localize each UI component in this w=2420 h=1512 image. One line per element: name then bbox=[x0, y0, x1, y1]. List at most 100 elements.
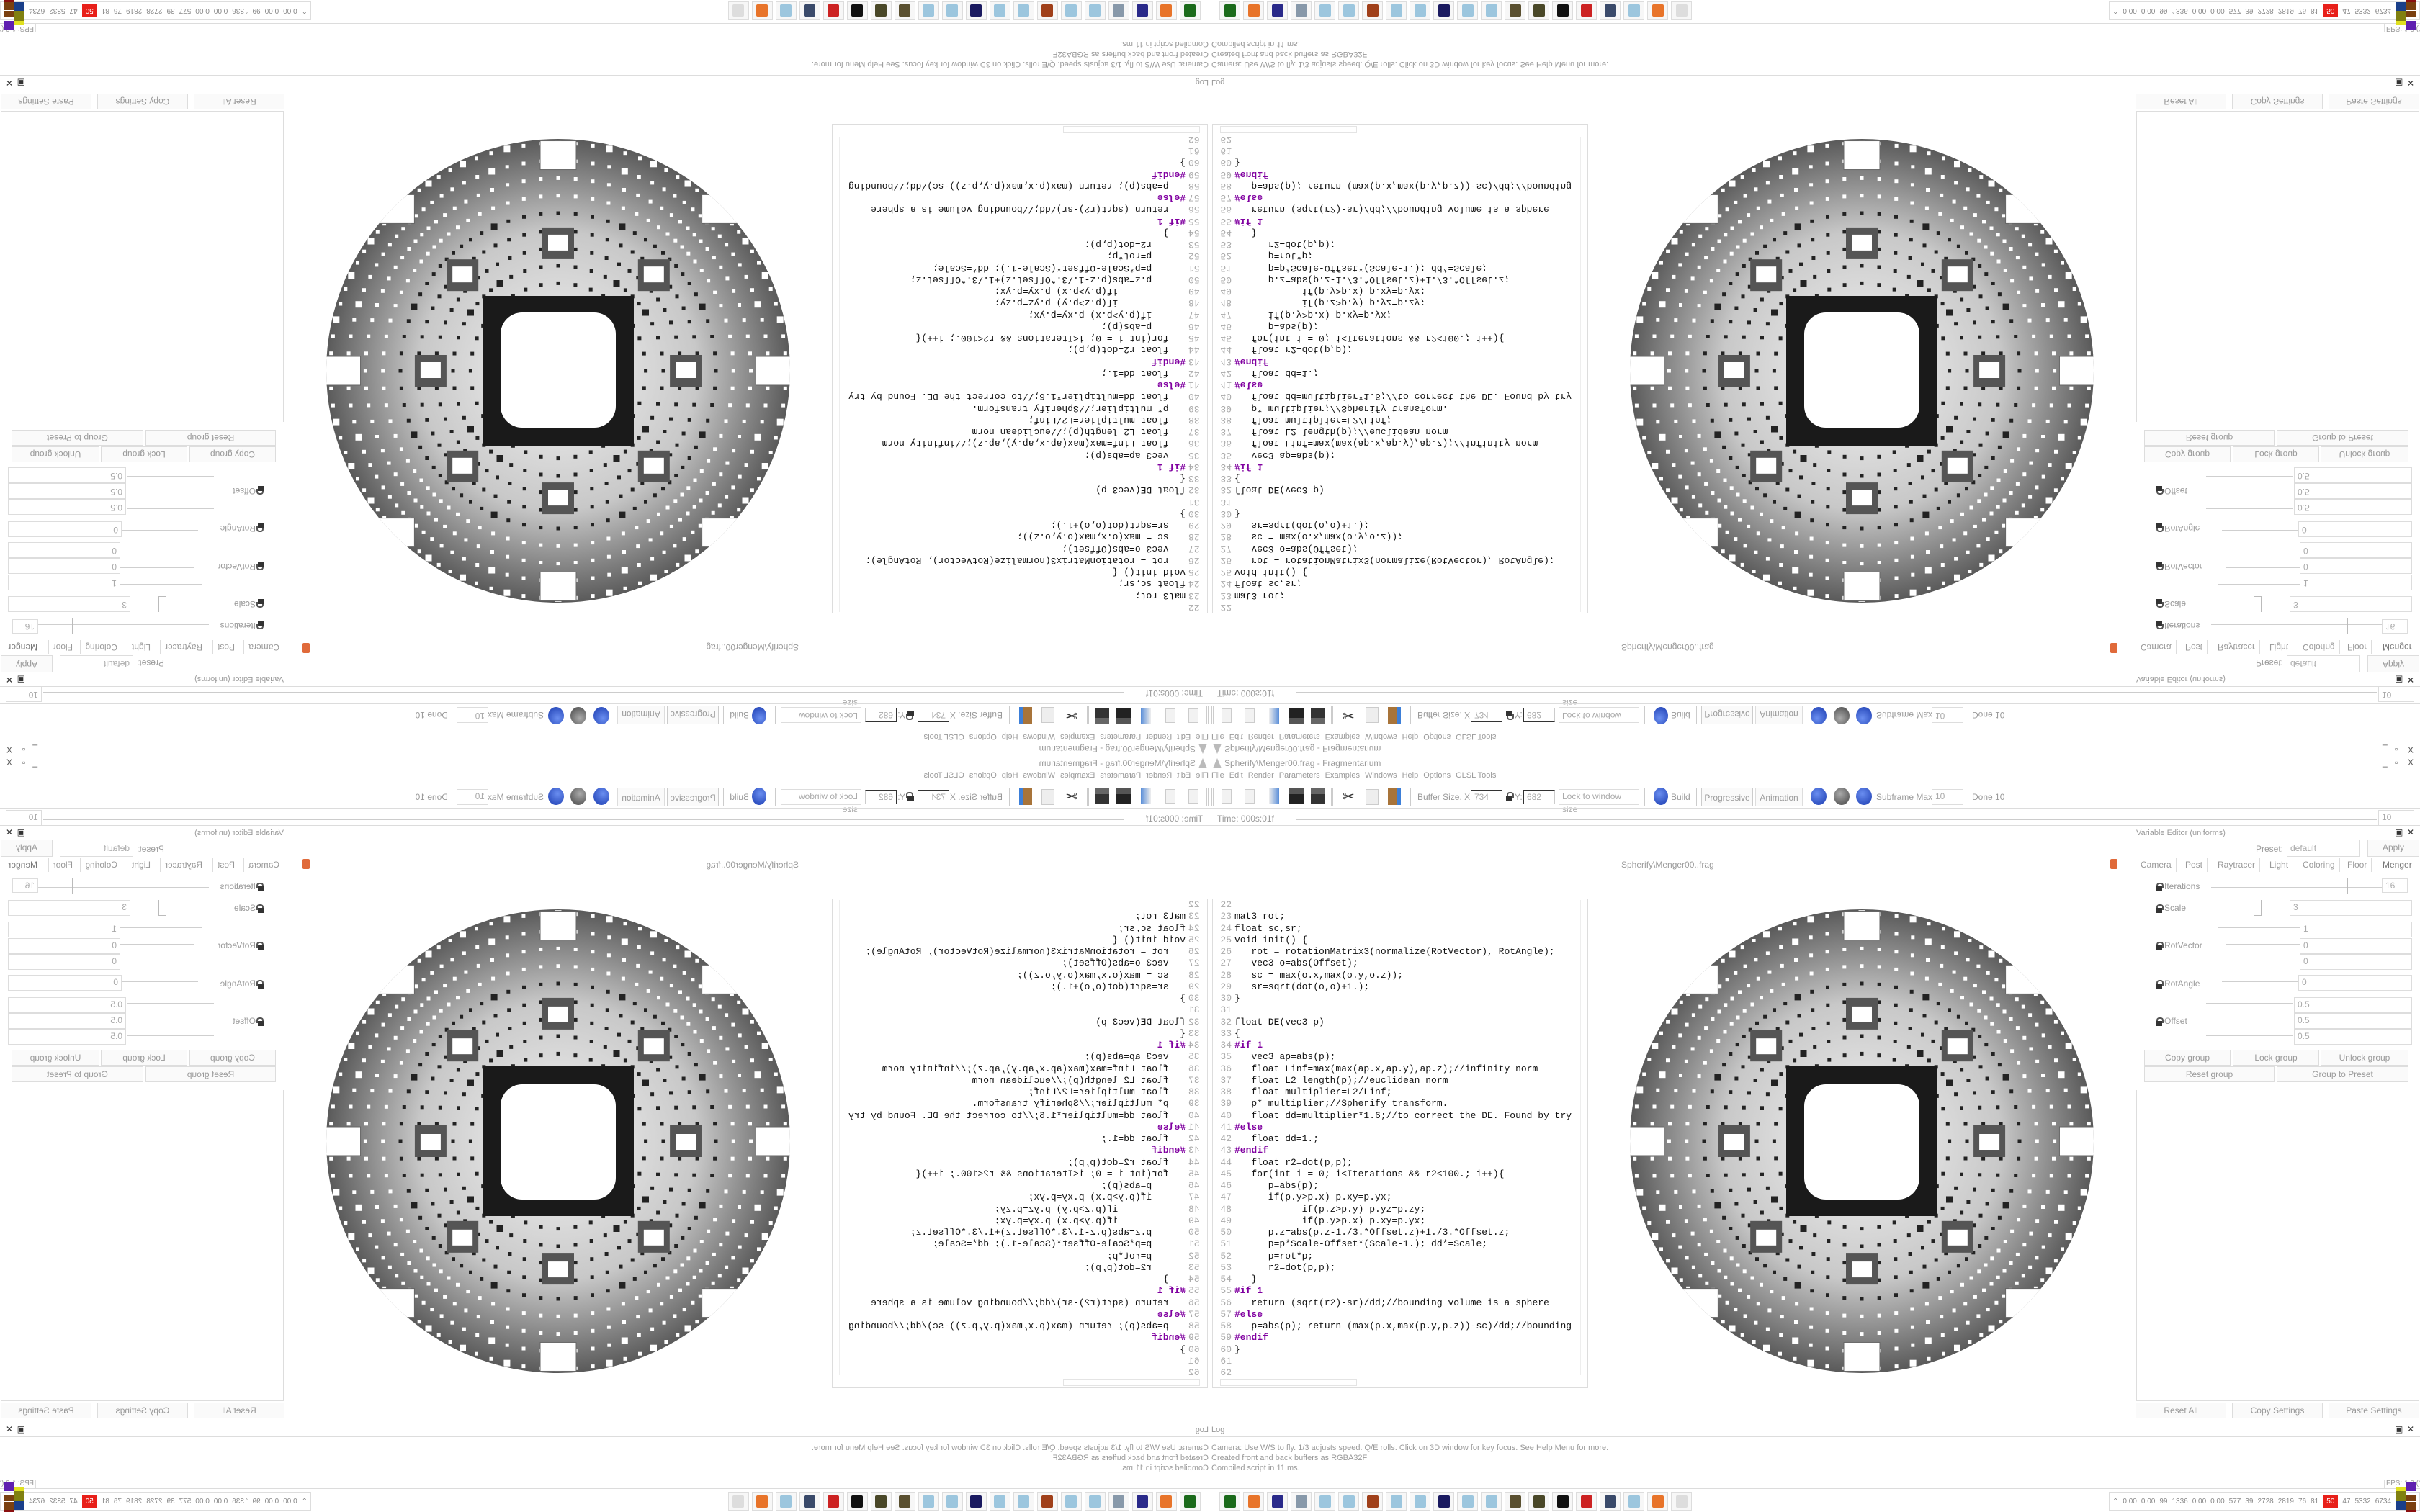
tab-camera[interactable]: Camera bbox=[243, 858, 284, 872]
close-window-button[interactable]: X bbox=[6, 757, 12, 768]
taskbar-firefox-icon[interactable] bbox=[1243, 1492, 1264, 1511]
offset-z-input[interactable]: 0.5 bbox=[8, 467, 126, 483]
menu-render[interactable]: Render bbox=[1247, 732, 1274, 741]
2d-icon[interactable] bbox=[1188, 708, 1198, 723]
menu-examples[interactable]: Examples bbox=[1325, 771, 1360, 780]
taskbar-notepad-icon[interactable] bbox=[1481, 1492, 1502, 1511]
unlock-group-button[interactable]: Unlock group bbox=[2321, 1050, 2408, 1066]
lock-offset-icon[interactable] bbox=[258, 1017, 264, 1026]
editor-vertical-scrollbar[interactable] bbox=[833, 900, 840, 1375]
taskbar-notepad-icon[interactable] bbox=[1314, 1492, 1335, 1511]
reset-group-button[interactable]: Reset group bbox=[145, 1066, 276, 1082]
taskbar-tex-icon[interactable] bbox=[1433, 1, 1454, 20]
taskbar-firefox-icon[interactable] bbox=[1243, 1, 1264, 20]
taskbar-terminal-icon[interactable] bbox=[1180, 1, 1201, 20]
apply-button[interactable]: Apply bbox=[2367, 840, 2419, 857]
code-editor[interactable]: 22 23 mat3 rot; 24 float sc,sr; 25 void init()… bbox=[1212, 899, 1588, 1388]
taskbar-notepad-icon[interactable] bbox=[1386, 1, 1407, 20]
menu-parameters[interactable]: Parameters bbox=[1100, 732, 1142, 741]
close-tab-icon[interactable] bbox=[302, 859, 310, 869]
close-tab-icon[interactable] bbox=[2110, 859, 2118, 869]
tab-raytracer[interactable]: Raytracer bbox=[2213, 858, 2261, 872]
taskbar-notepad-icon[interactable] bbox=[918, 1, 939, 20]
editor-horizontal-scrollbar[interactable] bbox=[1220, 1379, 1357, 1386]
group-to-preset-button[interactable]: Group to Preset bbox=[12, 430, 143, 446]
3d-icon[interactable] bbox=[1245, 789, 1255, 804]
rotvector-y-input[interactable]: 0 bbox=[8, 558, 120, 574]
copy-group-button[interactable]: Copy group bbox=[2144, 1050, 2231, 1066]
lock-group-button[interactable]: Lock group bbox=[2233, 446, 2319, 462]
taskbar-floppy-64-icon[interactable] bbox=[1267, 1492, 1288, 1511]
taskbar-firefox-icon[interactable] bbox=[1156, 1492, 1177, 1511]
paste-icon[interactable] bbox=[1388, 707, 1401, 724]
lock-iterations-icon[interactable] bbox=[2156, 883, 2164, 891]
tab-floor[interactable]: Floor bbox=[2343, 640, 2372, 654]
iterations-spinbox[interactable]: 16 bbox=[12, 619, 38, 634]
close-tab-icon[interactable] bbox=[2110, 643, 2118, 653]
subframe-max-input[interactable]: 10 bbox=[457, 707, 488, 723]
taskbar-terminal-icon[interactable] bbox=[1219, 1492, 1240, 1511]
tab-floor[interactable]: Floor bbox=[2343, 858, 2372, 872]
offset-x-input[interactable]: 0.5 bbox=[8, 997, 126, 1013]
animation-button[interactable]: Animation bbox=[617, 706, 665, 724]
unlock-group-button[interactable]: Unlock group bbox=[12, 1050, 99, 1066]
buffer-x-input[interactable]: 734 bbox=[918, 790, 949, 804]
lock-icon[interactable] bbox=[908, 711, 914, 720]
editor-tab[interactable]: Spherify\Menger00..frag bbox=[706, 860, 799, 870]
minimize-button[interactable]: _ bbox=[2383, 757, 2388, 768]
menu-examples[interactable]: Examples bbox=[1060, 771, 1095, 780]
apply-button[interactable]: Apply bbox=[1, 655, 53, 672]
lock-rotangle-icon[interactable] bbox=[258, 980, 264, 989]
menu-help[interactable]: Help bbox=[1001, 771, 1018, 780]
play-icon[interactable] bbox=[570, 707, 586, 724]
lock-group-button[interactable]: Lock group bbox=[2233, 1050, 2319, 1066]
taskbar-notepad-icon[interactable] bbox=[1457, 1, 1478, 20]
offset-z-input[interactable]: 0.5 bbox=[8, 1029, 126, 1045]
reset-all-button[interactable]: Reset All bbox=[2136, 94, 2226, 109]
tab-menger[interactable]: Menger bbox=[8, 642, 37, 652]
subframe-max-input[interactable]: 10 bbox=[457, 789, 488, 805]
taskbar-notepad-icon[interactable] bbox=[1314, 1, 1335, 20]
copy-settings-button[interactable]: Copy Settings bbox=[97, 1403, 188, 1418]
log-panel[interactable]: Camera: Use W/S to fly. 1/3 adjusts spee… bbox=[0, 1436, 1210, 1478]
taskbar-scroll-icon[interactable] bbox=[1108, 1, 1129, 20]
stop-icon[interactable] bbox=[548, 788, 564, 805]
tab-raytracer[interactable]: Raytracer bbox=[159, 858, 207, 872]
buffer-x-input[interactable]: 734 bbox=[1471, 790, 1502, 804]
lock-offset-icon[interactable] bbox=[2156, 486, 2162, 495]
menu-windows[interactable]: Windows bbox=[1364, 732, 1397, 741]
menu-options[interactable]: Options bbox=[969, 732, 997, 741]
iterations-spinbox[interactable]: 16 bbox=[2382, 619, 2408, 634]
cut-icon[interactable]: ✂ bbox=[1065, 789, 1077, 805]
offset-x-input[interactable]: 0.5 bbox=[8, 499, 126, 515]
close-window-button[interactable]: X bbox=[2408, 757, 2414, 768]
taskbar-firefox-icon[interactable] bbox=[1647, 1, 1668, 20]
frames-spinbox[interactable]: 10 bbox=[2378, 810, 2414, 826]
offset-y-input[interactable]: 0.5 bbox=[2294, 1013, 2412, 1029]
taskbar-notepad-icon[interactable] bbox=[1085, 1, 1106, 20]
tab-post[interactable]: Post bbox=[212, 858, 239, 872]
menu-file[interactable]: File bbox=[1211, 732, 1224, 741]
taskbar-bug-icon[interactable] bbox=[1037, 1492, 1058, 1511]
copy-group-button[interactable]: Copy group bbox=[2144, 446, 2231, 462]
taskbar-notepad-icon[interactable] bbox=[990, 1492, 1010, 1511]
tab-raytracer[interactable]: Raytracer bbox=[159, 640, 207, 654]
lock-rotangle-icon[interactable] bbox=[258, 523, 264, 532]
offset-z-slider[interactable] bbox=[2206, 476, 2293, 477]
taskbar-notepad-icon[interactable] bbox=[918, 1492, 939, 1511]
2d-icon[interactable] bbox=[1222, 708, 1232, 723]
taskbar-red-gear-icon[interactable] bbox=[823, 1492, 844, 1511]
lock-icon[interactable] bbox=[1506, 711, 1512, 720]
offset-x-slider[interactable] bbox=[127, 1003, 214, 1004]
menu-file[interactable]: File bbox=[1196, 771, 1209, 780]
menu-windows[interactable]: Windows bbox=[1023, 732, 1056, 741]
apply-button[interactable]: Apply bbox=[2367, 655, 2419, 672]
lock-iterations-icon[interactable] bbox=[258, 883, 264, 891]
taskbar-floppy-64-icon[interactable] bbox=[1267, 1, 1288, 20]
lock-mode-select[interactable]: Lock to window size bbox=[781, 789, 861, 814]
taskbar-firefox-icon[interactable] bbox=[1647, 1492, 1668, 1511]
lock-scale-icon[interactable] bbox=[258, 599, 264, 608]
dock-close-button[interactable]: ✕ bbox=[2407, 827, 2415, 837]
copy-settings-button[interactable]: Copy Settings bbox=[2232, 94, 2323, 109]
copy-icon[interactable] bbox=[1041, 707, 1054, 723]
